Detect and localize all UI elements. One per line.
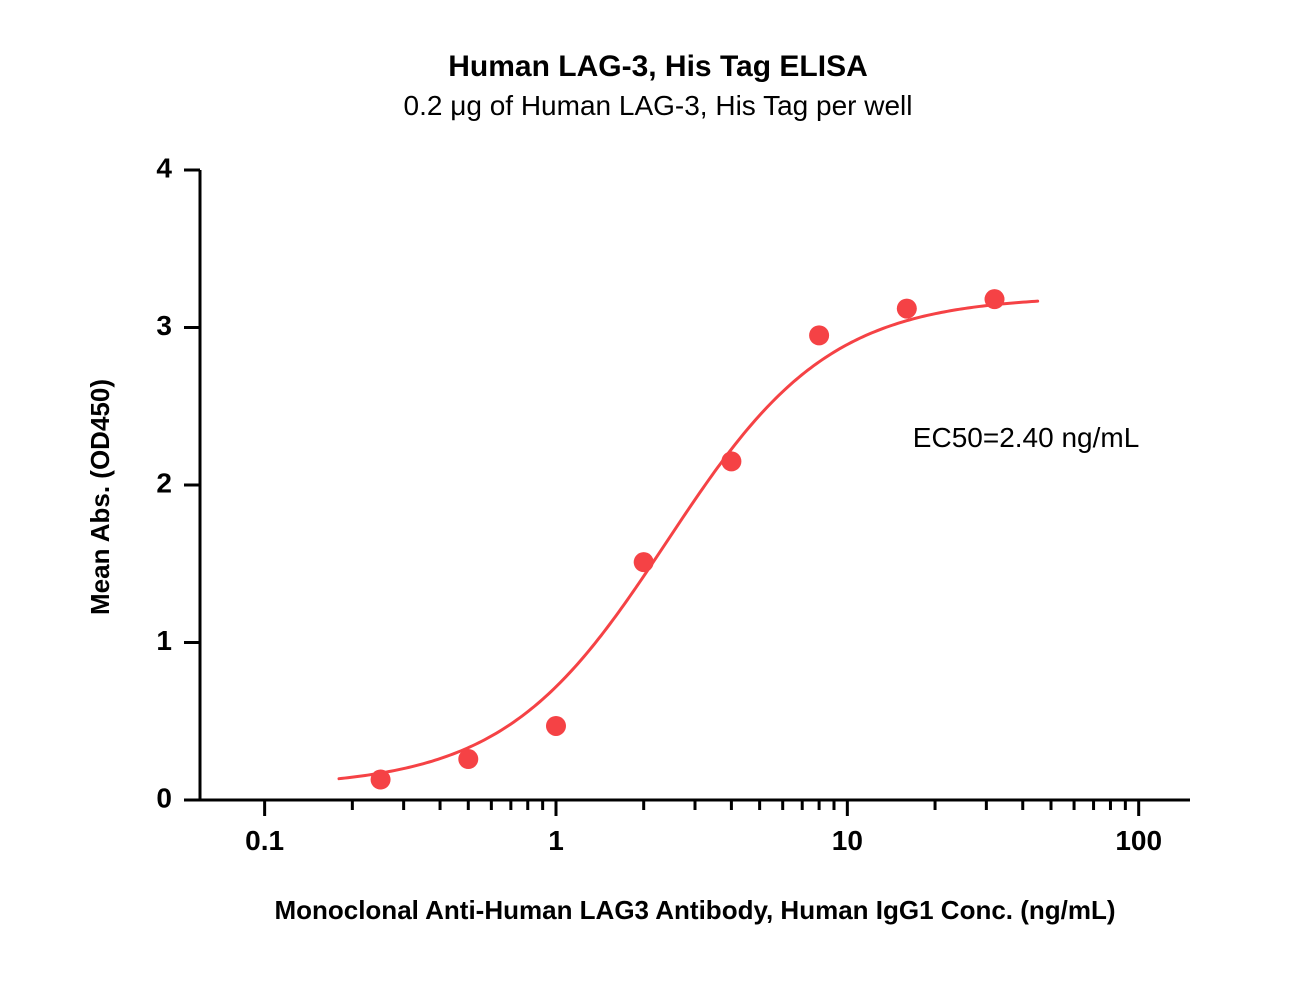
svg-text:2: 2 (156, 467, 172, 498)
svg-text:100: 100 (1115, 825, 1162, 856)
svg-text:10: 10 (832, 825, 863, 856)
svg-text:0: 0 (156, 782, 172, 813)
svg-text:0.1: 0.1 (245, 825, 284, 856)
chart-container: Human LAG-3, His Tag ELISA 0.2 μg of Hum… (0, 0, 1316, 981)
svg-text:3: 3 (156, 310, 172, 341)
svg-text:4: 4 (156, 152, 172, 183)
svg-text:1: 1 (156, 625, 172, 656)
svg-text:1: 1 (548, 825, 564, 856)
plot-svg: 0 1 2 3 4 0.1 1 10 100 (0, 0, 1316, 981)
